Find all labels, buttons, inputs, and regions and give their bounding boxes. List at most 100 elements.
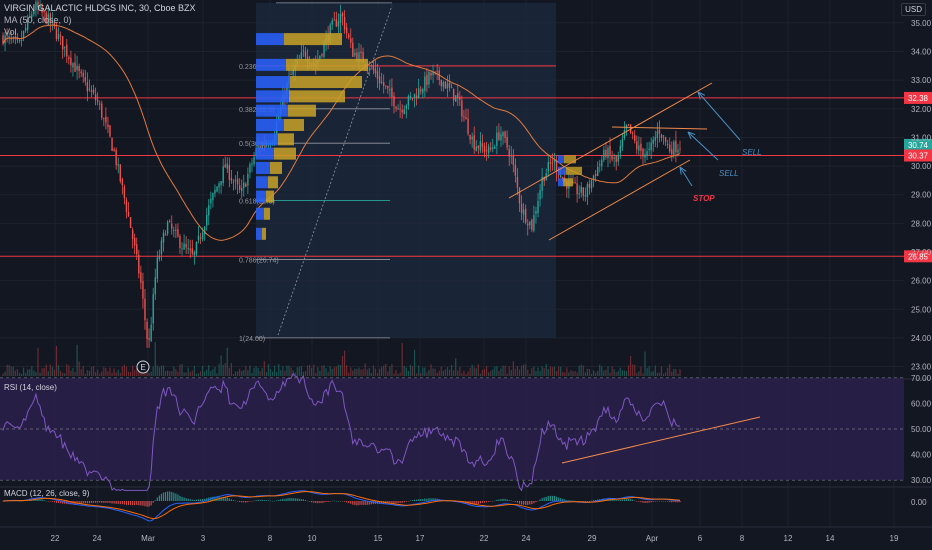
candle-body [247,173,249,186]
macd-histogram-bar [76,501,78,504]
volume-bar [327,371,329,376]
macd-histogram-bar [648,501,650,503]
volume-bar [294,372,296,376]
time-tick-label: 14 [826,534,835,543]
candle-body [8,36,10,38]
volume-bar [383,365,385,376]
volume-bar [496,366,498,376]
volume-bar [527,369,529,376]
macd-histogram-bar [490,501,492,502]
candle-body [33,10,35,15]
macd-legend[interactable]: MACD (12, 26, close, 9) [4,489,90,498]
time-axis[interactable]: 22 24 Mar 3 8 10 15 17 22 24 29 Apr 6 8 12 14 19 [51,534,899,543]
rsi-legend[interactable]: RSI (14, close) [4,383,57,392]
macd-histogram-bar [354,501,356,505]
annotation-label: SELL [719,169,739,178]
macd-histogram-bar [228,498,230,501]
volume-bar [66,364,68,376]
candle-body [199,237,202,239]
volume-bar [37,347,39,376]
volume-profile-bar [256,207,264,220]
volume-bar [358,367,360,376]
candle-body [360,51,362,53]
volume-bar [630,356,632,376]
rsi-tick-label: 40.00 [911,451,932,460]
volume-bar [566,367,568,376]
macd-histogram-bar [220,497,222,501]
macd-histogram-bar [652,501,654,502]
volume-bar [280,370,282,376]
volume-bar [74,371,76,376]
earnings-event-marker[interactable]: E [136,360,150,374]
volume-profile-bar [274,147,296,160]
volume-bar [337,364,340,376]
macd-histogram-bar [94,501,97,503]
volume-bar [236,371,239,376]
volume-bar [564,372,566,376]
candle-body [510,155,512,157]
candle-body [208,205,210,216]
time-tick-label: 6 [698,534,703,543]
candle-body [121,179,124,186]
candle-body [142,281,144,299]
volume-bar [465,373,467,376]
candle-body [522,209,525,215]
candle-body [434,71,436,73]
macd-histogram-bar [481,501,484,503]
volume-bar [171,371,173,376]
macd-histogram-bar [88,501,91,504]
macd-histogram-bar [671,501,673,503]
price-tick-label: 26.00 [911,277,932,286]
macd-histogram-bar [150,501,152,506]
volume-bar [475,368,477,376]
volume-legend[interactable]: Vol [4,27,17,37]
candle-body [432,71,434,76]
candle-body [356,52,358,61]
macd-histogram-bar [679,501,681,503]
volume-bar [343,350,346,376]
candle-body [162,232,165,243]
volume-bar [208,365,210,376]
candle-body [580,186,582,193]
candle-body [389,89,391,91]
volume-bar [479,373,481,376]
macd-histogram-bar [171,491,173,501]
macd-histogram-bar [418,499,420,501]
volume-bar [228,367,230,376]
volume-bar [232,373,235,376]
macd-histogram-bar [329,501,331,502]
volume-bar [341,356,344,376]
macd-histogram-bar [298,498,300,501]
price-tick-label: 29.00 [911,191,932,200]
volume-profile-bar [256,104,288,117]
candle-body [96,99,99,102]
macd-histogram-bar [430,498,432,501]
currency-badge[interactable]: USD [901,3,926,16]
candle-body [290,73,292,75]
volume-bar [512,361,514,376]
resistance-line [611,126,708,130]
volume-bar [140,371,142,376]
volume-profile-bar [256,119,284,131]
volume-bar [588,369,591,376]
volume-bar [125,366,128,376]
candle-body [498,132,500,140]
volume-profile-bar [564,155,576,164]
volume-profile-bar [284,119,304,131]
ma-legend[interactable]: MA (50, close, 0) [4,15,72,25]
volume-bar [430,364,432,376]
price-axis[interactable]: 23.00 24.00 25.00 26.00 27.00 28.00 29.00 30.00… [911,19,932,507]
candle-body [214,189,216,194]
macd-histogram-bar [177,494,179,501]
candle-body [617,155,619,162]
volume-profile-bar [266,190,274,203]
time-tick-label: 12 [784,534,793,543]
macd-histogram-bar [479,501,481,504]
macd-histogram-bar [251,501,253,502]
macd-histogram-bar [230,499,233,501]
candle-body [457,93,459,98]
time-tick-label: 22 [480,534,489,543]
macd-histogram-bar [471,501,473,505]
candle-body [619,145,622,153]
